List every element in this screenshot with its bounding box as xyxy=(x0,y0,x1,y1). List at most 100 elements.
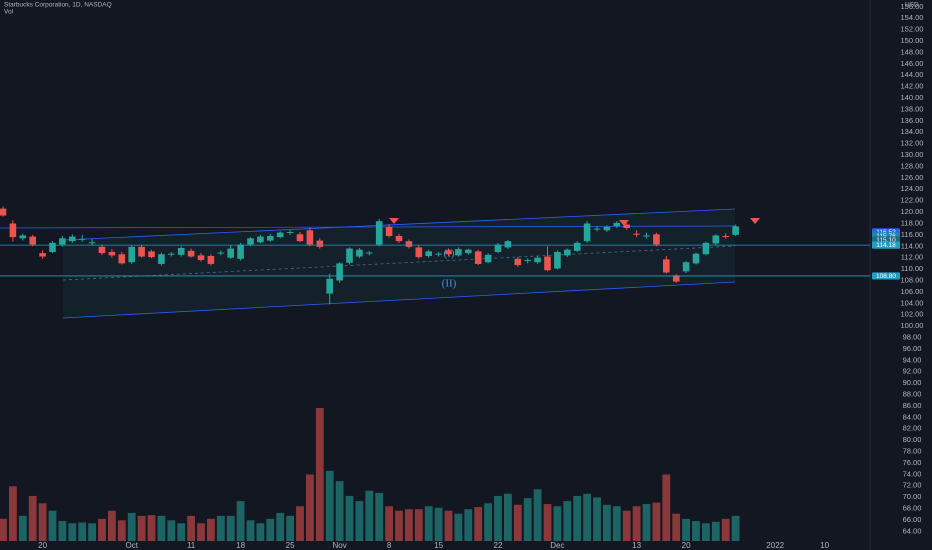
volume-bar xyxy=(286,515,294,541)
volume-bar xyxy=(58,521,67,541)
arrow-down xyxy=(389,218,399,224)
y-tick-label: 68.00 xyxy=(903,503,922,512)
x-tick-label: 18 xyxy=(236,541,245,550)
volume-bar xyxy=(117,520,126,541)
candle-body xyxy=(316,240,324,247)
candle-body xyxy=(425,251,432,256)
volume-bar xyxy=(593,497,601,541)
candle-body xyxy=(524,259,531,261)
y-tick-label: 88.00 xyxy=(903,389,922,398)
y-tick-label: 156.00 xyxy=(901,2,924,11)
candle-body xyxy=(366,252,373,254)
volume-bar xyxy=(682,518,690,541)
candle-body xyxy=(435,253,442,255)
volume-bar xyxy=(68,523,77,541)
y-tick-label: 140.00 xyxy=(901,93,924,102)
candle-body xyxy=(484,254,492,263)
candle-body xyxy=(712,235,720,244)
candle-body xyxy=(336,263,343,281)
y-tick-label: 104.00 xyxy=(901,298,924,307)
y-tick-label: 118.00 xyxy=(901,218,923,227)
volume-bar xyxy=(563,501,572,541)
candle-body xyxy=(554,251,561,269)
y-tick-label: 100.00 xyxy=(901,321,924,330)
volume-bar xyxy=(187,515,195,541)
y-tick-label: 80.00 xyxy=(903,435,922,444)
volume-bar xyxy=(632,506,641,541)
candle-body xyxy=(197,255,205,260)
candle-body xyxy=(514,258,522,266)
y-tick-label: 84.00 xyxy=(903,412,922,421)
y-tick-label: 112.00 xyxy=(901,253,923,262)
candle-body xyxy=(267,236,274,241)
volume-bar xyxy=(414,509,423,541)
candle-layer xyxy=(0,206,739,305)
candle-body xyxy=(564,249,571,256)
volume-bar xyxy=(9,486,17,541)
volume-bar xyxy=(504,493,512,541)
y-tick-label: 116.00 xyxy=(901,230,923,239)
volume-bar xyxy=(207,518,215,541)
volume-bar xyxy=(127,512,136,541)
volume-bar xyxy=(523,498,532,541)
y-tick-label: 128.00 xyxy=(901,161,924,170)
candle-body xyxy=(168,253,175,255)
y-tick-label: 148.00 xyxy=(901,47,924,56)
y-tick-label: 108.00 xyxy=(901,275,924,284)
y-tick-label: 122.00 xyxy=(901,196,924,205)
volume-bar xyxy=(256,523,265,541)
candle-body xyxy=(445,250,452,255)
candle-body xyxy=(19,235,27,239)
candle-body xyxy=(217,252,225,254)
volume-bar xyxy=(78,522,87,541)
candle-body xyxy=(633,233,640,235)
volume-bar xyxy=(88,523,96,541)
price-tag-label: 114.18 xyxy=(876,242,896,249)
y-tick-label: 90.00 xyxy=(903,378,922,387)
volume-bar xyxy=(197,523,205,541)
y-tick-label: 82.00 xyxy=(903,424,922,433)
candle-body xyxy=(494,244,502,252)
volume-bar xyxy=(38,503,47,541)
candle-body xyxy=(78,238,86,240)
channel-mid xyxy=(62,245,736,281)
volume-bar xyxy=(573,495,582,541)
x-tick-label: 8 xyxy=(387,541,392,550)
volume-layer xyxy=(0,408,740,541)
y-tick-label: 144.00 xyxy=(901,70,924,79)
candle-body xyxy=(474,251,482,264)
volume-bar xyxy=(395,510,403,541)
volume-bar xyxy=(167,520,176,541)
volume-bar xyxy=(315,408,324,541)
volume-bar xyxy=(692,521,700,541)
y-tick-label: 78.00 xyxy=(903,446,922,455)
volume-bar xyxy=(603,504,611,541)
y-tick-label: 138.00 xyxy=(901,104,924,113)
x-tick-label: 2022 xyxy=(766,541,784,550)
candle-body xyxy=(613,222,621,227)
candle-body xyxy=(663,259,670,273)
y-tick-label: 110.00 xyxy=(901,264,923,273)
channel-upper xyxy=(62,208,736,241)
volume-bar xyxy=(335,481,344,541)
volume-bar xyxy=(721,518,730,541)
volume-bar xyxy=(236,501,245,541)
y-tick-label: 134.00 xyxy=(901,127,924,136)
candle-body xyxy=(623,224,630,229)
volume-bar xyxy=(424,506,433,541)
volume-bar xyxy=(325,470,334,541)
volume-bar xyxy=(0,518,7,541)
y-tick-label: 70.00 xyxy=(903,492,922,501)
x-tick-label: 13 xyxy=(632,541,641,550)
y-tick-label: 124.00 xyxy=(901,184,924,193)
x-tick-label: 20 xyxy=(682,541,691,550)
volume-bar xyxy=(642,504,651,541)
y-tick-label: 74.00 xyxy=(903,469,922,478)
volume-bar xyxy=(177,523,186,541)
volume-bar xyxy=(226,515,235,541)
y-tick-label: 146.00 xyxy=(901,59,924,68)
y-tick-label: 130.00 xyxy=(901,150,924,159)
volume-bar xyxy=(48,510,57,541)
volume-bar xyxy=(18,515,27,541)
volume-bar xyxy=(375,492,384,541)
